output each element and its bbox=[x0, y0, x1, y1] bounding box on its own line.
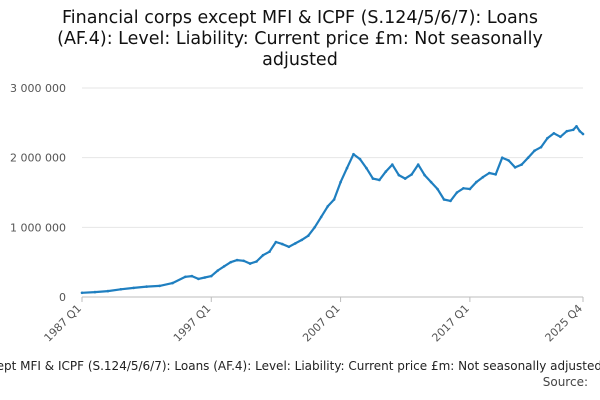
data-point bbox=[326, 205, 330, 208]
data-point bbox=[300, 238, 304, 242]
chart-title-line-3: adjusted bbox=[262, 50, 338, 70]
x-tick-label: 1997 Q1 bbox=[171, 302, 214, 345]
data-point bbox=[507, 159, 511, 162]
data-point bbox=[559, 135, 562, 139]
data-point bbox=[352, 152, 355, 156]
series-layer bbox=[80, 125, 585, 295]
data-point bbox=[488, 171, 491, 175]
gridlines bbox=[82, 87, 583, 298]
data-point bbox=[319, 215, 323, 219]
data-point bbox=[468, 187, 472, 191]
series-line bbox=[80, 125, 585, 294]
data-point bbox=[462, 187, 465, 190]
data-point bbox=[575, 125, 578, 128]
chart-title: Financial corps except MFI & ICPF (S.124… bbox=[20, 8, 580, 71]
data-point bbox=[481, 175, 485, 179]
data-point bbox=[345, 166, 349, 170]
source-label: Source: bbox=[542, 375, 588, 389]
data-point bbox=[294, 242, 297, 245]
data-point bbox=[423, 173, 426, 177]
data-point bbox=[184, 275, 187, 279]
data-point bbox=[93, 290, 97, 294]
data-point bbox=[145, 285, 148, 288]
axes: 0 1 000 000 2 000 000 3 000 000 1987 Q1 1997 … bbox=[10, 82, 585, 344]
data-point bbox=[229, 260, 232, 264]
data-point bbox=[274, 240, 278, 244]
data-point bbox=[358, 157, 362, 161]
data-point bbox=[436, 187, 439, 191]
data-point bbox=[513, 166, 517, 169]
data-point bbox=[578, 129, 582, 133]
data-point bbox=[222, 265, 226, 268]
y-tick-label: 3 000 000 bbox=[10, 82, 66, 95]
data-point bbox=[403, 177, 407, 180]
chart-title-line-1: Financial corps except MFI & ICPF (S.124… bbox=[62, 8, 538, 28]
x-tick-label: 2017 Q1 bbox=[429, 302, 472, 345]
data-point bbox=[339, 180, 342, 184]
data-point bbox=[442, 198, 446, 201]
data-point bbox=[158, 284, 161, 288]
x-tick-label: 1987 Q1 bbox=[42, 302, 85, 345]
data-point bbox=[171, 281, 174, 285]
data-point bbox=[378, 178, 381, 182]
data-point bbox=[80, 291, 84, 295]
data-point bbox=[384, 170, 388, 173]
data-point bbox=[210, 274, 213, 278]
legend-label: Financial corps except MFI & ICPF (S.124… bbox=[0, 358, 600, 373]
x-tick-label: 2007 Q1 bbox=[300, 302, 343, 345]
data-point bbox=[475, 180, 478, 184]
data-point bbox=[572, 128, 575, 132]
data-point bbox=[242, 259, 245, 263]
data-point bbox=[307, 234, 310, 237]
data-point bbox=[287, 245, 291, 249]
data-point bbox=[416, 163, 420, 166]
data-point bbox=[500, 156, 504, 159]
chart-title-line-2: (AF.4): Level: Liability: Current price … bbox=[57, 29, 543, 49]
data-point bbox=[429, 180, 433, 184]
data-point bbox=[190, 274, 194, 278]
data-point bbox=[371, 177, 375, 180]
data-point bbox=[313, 226, 317, 229]
data-point bbox=[455, 191, 459, 194]
data-point bbox=[132, 286, 135, 290]
data-point bbox=[520, 163, 523, 166]
data-point bbox=[261, 253, 265, 257]
data-point bbox=[449, 199, 452, 203]
y-tick-label: 1 000 000 bbox=[10, 221, 66, 234]
data-point bbox=[235, 258, 239, 262]
data-point bbox=[526, 156, 530, 159]
data-point bbox=[255, 260, 258, 263]
data-point bbox=[365, 166, 368, 170]
data-point bbox=[494, 173, 498, 176]
data-point bbox=[539, 145, 543, 149]
data-point bbox=[119, 288, 123, 291]
data-point bbox=[397, 173, 401, 177]
data-point bbox=[552, 132, 556, 135]
legend: Financial corps except MFI & ICPF (S.124… bbox=[0, 352, 600, 374]
data-point bbox=[268, 250, 271, 253]
data-point bbox=[106, 289, 110, 293]
y-tick-label: 0 bbox=[59, 291, 66, 304]
data-point bbox=[581, 132, 585, 136]
x-tick-label: 2025 Q4 bbox=[543, 302, 586, 345]
data-point bbox=[533, 149, 536, 152]
legend-item[interactable]: Financial corps except MFI & ICPF (S.124… bbox=[0, 359, 600, 373]
y-tick-label: 2 000 000 bbox=[10, 152, 66, 165]
data-point bbox=[203, 276, 207, 279]
data-point bbox=[546, 136, 549, 140]
data-point bbox=[391, 163, 394, 166]
data-point bbox=[281, 242, 284, 246]
data-point bbox=[248, 262, 252, 265]
data-point bbox=[216, 269, 220, 272]
data-point bbox=[565, 129, 569, 133]
data-point bbox=[410, 173, 414, 176]
data-point bbox=[197, 277, 200, 281]
data-point bbox=[332, 198, 336, 201]
